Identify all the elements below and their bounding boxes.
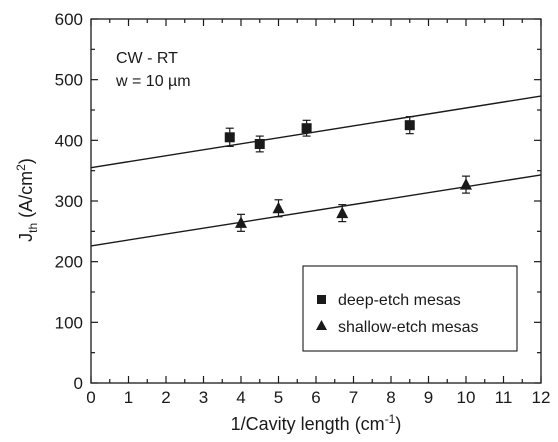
fit-line (90, 174, 542, 247)
x-tick-label: 5 (274, 388, 283, 407)
axis-ticks (90, 18, 542, 384)
x-tick-label: 7 (349, 388, 358, 407)
y-tick-label: 300 (55, 192, 83, 211)
y-tick-labels: 0 100 200 300 400 500 600 (55, 10, 83, 393)
y-tick-label: 600 (55, 10, 83, 29)
y-tick-label: 400 (55, 131, 83, 150)
x-tick-label: 6 (311, 388, 320, 407)
legend-box (302, 265, 518, 352)
legend-marker-triangle (316, 320, 327, 330)
legend-label-shallow: shallow-etch mesas (338, 319, 479, 336)
data-point-square (224, 132, 235, 143)
data-point-square (404, 120, 415, 131)
fit-line (90, 95, 542, 169)
x-tick-label: 10 (457, 388, 476, 407)
x-tick-label: 4 (236, 388, 245, 407)
y-tick-label: 100 (55, 313, 83, 332)
y-tick-label: 0 (74, 374, 83, 393)
legend-label-deep: deep-etch mesas (338, 292, 461, 309)
data-markers (224, 120, 472, 228)
x-tick-label: 1 (124, 388, 133, 407)
x-tick-label: 0 (86, 388, 95, 407)
x-tick-label: 11 (495, 388, 513, 407)
y-tick-label: 500 (55, 71, 83, 90)
data-point-square (301, 123, 312, 134)
x-tick-labels: 0 1 2 3 4 5 6 7 8 9 10 11 12 (86, 388, 550, 407)
data-point-triangle (235, 216, 247, 228)
y-tick-label: 200 (55, 253, 83, 272)
data-point-square (254, 138, 265, 149)
x-tick-label: 8 (386, 388, 395, 407)
error-bars (225, 116, 470, 232)
legend: deep-etch mesas shallow-etch mesas (302, 265, 518, 352)
x-axis-title: 1/Cavity length (cm-1) (231, 412, 402, 434)
legend-marker-square (317, 295, 326, 304)
y-axis-title: Jth (A/cm2) (14, 158, 40, 242)
data-point-triangle (460, 178, 472, 190)
annotation-width: w = 10 µm (115, 73, 191, 90)
x-tick-label: 2 (161, 388, 170, 407)
data-point-triangle (272, 201, 285, 214)
x-tick-label: 12 (532, 388, 551, 407)
annotation-condition: CW - RT (116, 50, 178, 67)
x-tick-label: 3 (199, 388, 208, 407)
data-point-triangle (336, 206, 349, 219)
x-tick-label: 9 (424, 388, 433, 407)
fit-lines (90, 95, 542, 247)
